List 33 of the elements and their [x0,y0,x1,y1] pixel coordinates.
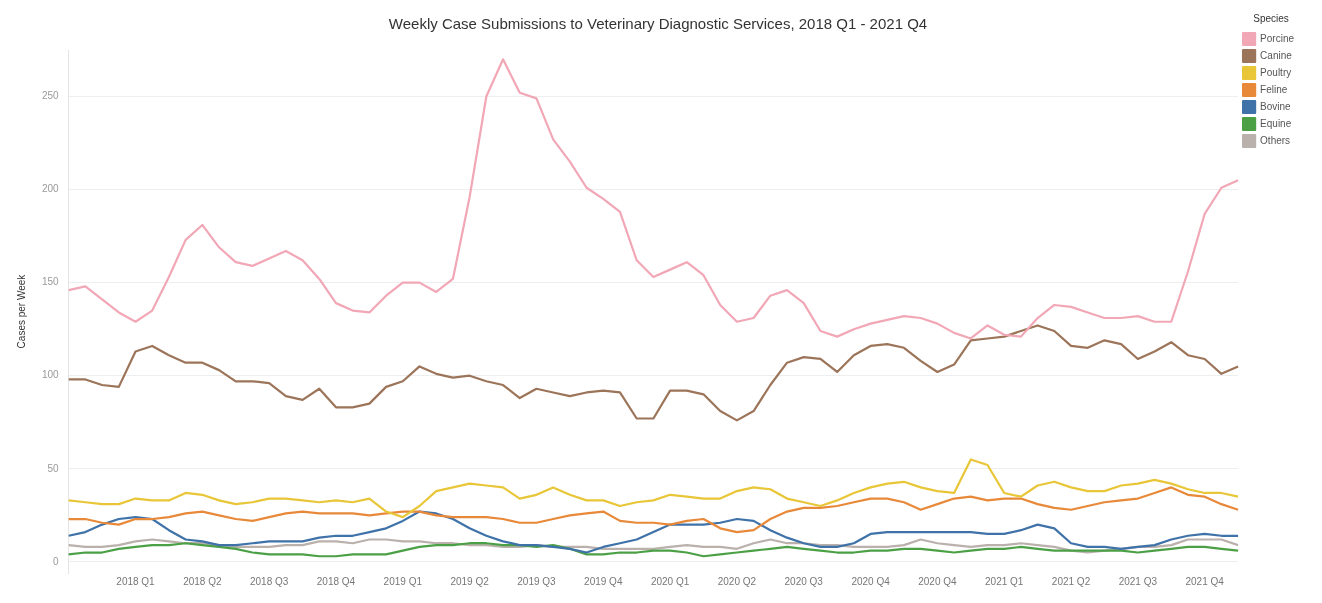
chart-title: Weekly Case Submissions to Veterinary Diagnostic Services, 2018 Q1 - 2021 Q4 [388,15,928,33]
x-tick-label: 2019 Q4 [584,575,623,587]
x-tick-label: 2020 Q1 [650,575,690,587]
legend-label: Porcine [1260,32,1295,44]
y-tick-label: 200 [42,183,60,195]
legend-label: Poultry [1260,66,1292,78]
legend-label: Equine [1260,117,1292,129]
legend-label: Bovine [1260,100,1292,112]
legend-title: Species [1253,12,1289,24]
x-tick-label: 2021 Q3 [1118,575,1158,587]
legend-label: Feline [1260,83,1288,95]
x-tick-label: 2021 Q4 [1185,575,1225,587]
x-tick-label: 2018 Q4 [316,575,356,587]
x-tick-label: 2021 Q2 [1051,575,1091,587]
legend-label: Others [1260,134,1291,146]
x-tick-label: 2021 Q1 [985,575,1024,587]
y-tick-label: 150 [42,276,60,288]
y-tick-label: 50 [47,462,60,474]
y-tick-label: 250 [42,90,60,102]
x-tick-label: 2018 Q3 [249,575,289,587]
x-tick-label: 2019 Q1 [383,575,423,587]
x-tick-label: 2018 Q2 [183,575,222,587]
x-tick-label: 2020 Q3 [784,575,824,587]
x-tick-label: 2020 Q4 [918,575,957,587]
x-tick-label: 2020 Q2 [717,575,757,587]
x-tick-label: 2018 Q1 [116,575,156,587]
x-tick-label: 2019 Q2 [450,575,490,587]
y-tick-label: 100 [42,369,60,381]
x-tick-label: 2019 Q3 [517,575,557,587]
x-tick-label: 2020 Q4 [851,575,891,587]
legend-label: Canine [1260,49,1293,61]
y-axis-title: Cases per Week [15,273,27,349]
y-tick-label: 0 [53,555,60,567]
